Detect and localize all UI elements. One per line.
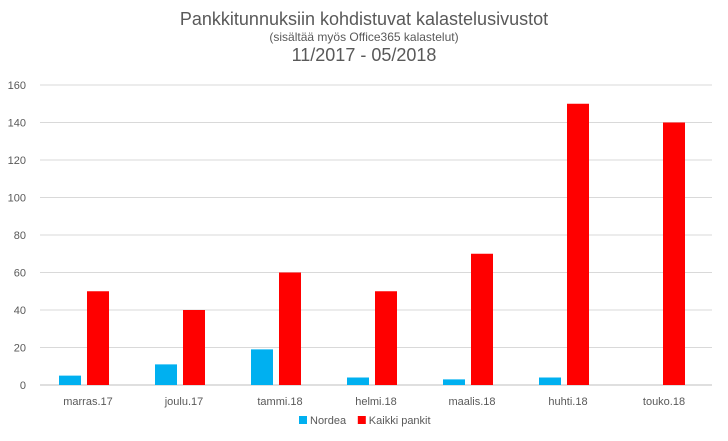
y-tick-label: 160 xyxy=(8,80,26,92)
x-tick-label: maalis.18 xyxy=(448,396,495,408)
x-tick-label: helmi.18 xyxy=(355,396,397,408)
y-tick-label: 120 xyxy=(8,155,26,167)
bar-nordea xyxy=(59,375,81,385)
y-tick-label: 80 xyxy=(14,230,26,242)
x-tick-label: touko.18 xyxy=(643,396,685,408)
bar-kaikki-pankit xyxy=(183,310,205,385)
bar-kaikki-pankit xyxy=(87,291,109,385)
y-tick-label: 100 xyxy=(8,193,26,205)
x-tick-label: joulu.17 xyxy=(164,396,204,408)
bar-nordea xyxy=(155,364,177,385)
bar-kaikki-pankit xyxy=(471,253,493,385)
legend-swatch xyxy=(299,416,307,424)
x-tick-label: huhti.18 xyxy=(548,396,587,408)
legend-label: Kaikki pankit xyxy=(369,415,431,427)
legend-swatch xyxy=(357,416,366,424)
bar-kaikki-pankit xyxy=(567,103,589,385)
y-tick-label: 60 xyxy=(14,268,26,280)
bar-nordea xyxy=(539,377,561,385)
bar-kaikki-pankit xyxy=(279,272,301,385)
x-tick-label: marras.17 xyxy=(63,396,113,408)
legend-label: Nordea xyxy=(310,415,347,427)
bar-nordea xyxy=(251,349,273,385)
chart-title: Pankkitunnuksiin kohdistuvat kalastelusi… xyxy=(179,9,549,29)
chart-period: 11/2017 - 05/2018 xyxy=(291,45,437,65)
title-block: Pankkitunnuksiin kohdistuvat kalastelusi… xyxy=(0,8,728,66)
y-tick-label: 40 xyxy=(14,305,26,317)
y-tick-label: 20 xyxy=(14,343,26,355)
y-tick-label: 0 xyxy=(20,380,26,392)
chart-subtitle: (sisältää myös Office365 kalastelut) xyxy=(269,30,459,44)
bar-kaikki-pankit xyxy=(663,122,685,385)
bar-nordea xyxy=(443,379,465,385)
bar-kaikki-pankit xyxy=(375,291,397,385)
y-tick-label: 140 xyxy=(8,118,26,130)
x-tick-label: tammi.18 xyxy=(257,396,302,408)
bar-nordea xyxy=(347,377,369,385)
